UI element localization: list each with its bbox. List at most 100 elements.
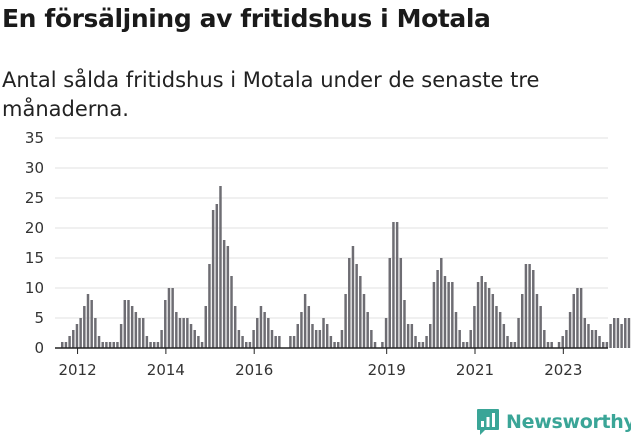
bar bbox=[160, 330, 163, 348]
bar bbox=[620, 324, 623, 348]
bar bbox=[164, 300, 167, 348]
bar bbox=[399, 258, 403, 348]
bar bbox=[351, 246, 355, 348]
bar bbox=[344, 294, 347, 348]
newsworthy-icon bbox=[477, 409, 499, 435]
bar bbox=[204, 306, 207, 348]
bar bbox=[627, 318, 631, 348]
bar bbox=[322, 318, 325, 348]
x-tick-label: 2012 bbox=[58, 361, 96, 379]
bar bbox=[112, 342, 115, 348]
brand-name: Newsworthy bbox=[506, 411, 631, 433]
bar bbox=[314, 330, 318, 348]
bar bbox=[252, 330, 255, 348]
bar bbox=[624, 318, 627, 348]
bar bbox=[296, 324, 299, 348]
x-axis: 2012201420162019202120232025 bbox=[55, 347, 608, 379]
newsworthy-logo: Newsworthy bbox=[476, 408, 631, 436]
bar bbox=[274, 336, 277, 348]
bar bbox=[289, 336, 292, 348]
gridlines bbox=[55, 137, 608, 319]
bar bbox=[440, 258, 443, 348]
bar bbox=[75, 324, 79, 348]
bar bbox=[476, 282, 480, 348]
bar bbox=[259, 306, 263, 348]
bar bbox=[454, 312, 458, 348]
bar bbox=[325, 324, 329, 348]
bar bbox=[579, 288, 583, 348]
bar bbox=[226, 246, 230, 348]
bar bbox=[189, 324, 193, 348]
bar bbox=[318, 330, 322, 348]
bar bbox=[557, 342, 561, 348]
bar bbox=[473, 306, 476, 348]
bar bbox=[267, 318, 270, 348]
bar bbox=[263, 312, 266, 348]
bar bbox=[348, 258, 351, 348]
bar bbox=[465, 342, 469, 348]
bar bbox=[543, 330, 546, 348]
bar bbox=[613, 318, 616, 348]
bar bbox=[215, 204, 219, 348]
bar bbox=[175, 312, 178, 348]
bar bbox=[182, 318, 185, 348]
bar bbox=[303, 294, 307, 348]
bar bbox=[307, 306, 311, 348]
bar bbox=[616, 318, 620, 348]
bar bbox=[583, 318, 587, 348]
bar bbox=[79, 318, 82, 348]
bar bbox=[594, 330, 598, 348]
bar bbox=[211, 210, 215, 348]
bar bbox=[513, 342, 517, 348]
bar bbox=[498, 312, 502, 348]
bar bbox=[370, 330, 373, 348]
y-tick-label: 20 bbox=[25, 219, 44, 237]
bar bbox=[127, 300, 130, 348]
bar bbox=[539, 306, 542, 348]
bar bbox=[561, 336, 564, 348]
y-tick-label: 35 bbox=[25, 129, 44, 147]
bar bbox=[495, 306, 498, 348]
y-tick-label: 30 bbox=[25, 159, 44, 177]
bar bbox=[230, 276, 233, 348]
bar bbox=[417, 342, 421, 348]
bar bbox=[138, 318, 141, 348]
bar bbox=[572, 294, 575, 348]
bar bbox=[292, 336, 296, 348]
y-tick-label: 0 bbox=[34, 339, 44, 357]
y-tick-label: 25 bbox=[25, 189, 44, 207]
bar bbox=[300, 312, 303, 348]
bar bbox=[406, 324, 410, 348]
bar bbox=[237, 330, 241, 348]
bar bbox=[149, 342, 152, 348]
bar bbox=[436, 270, 439, 348]
bar bbox=[61, 342, 64, 348]
bar bbox=[145, 336, 149, 348]
bar bbox=[447, 282, 450, 348]
y-tick-label: 15 bbox=[25, 249, 44, 267]
bar bbox=[403, 300, 406, 348]
bar bbox=[141, 318, 145, 348]
bar bbox=[116, 342, 119, 348]
bar bbox=[381, 342, 384, 348]
bar bbox=[532, 270, 535, 348]
bar bbox=[469, 330, 472, 348]
bar bbox=[197, 336, 200, 348]
bar bbox=[366, 312, 369, 348]
bar bbox=[101, 342, 104, 348]
bar bbox=[119, 324, 123, 348]
bar bbox=[222, 240, 226, 348]
bar bbox=[156, 342, 160, 348]
bar bbox=[524, 264, 528, 348]
bar bbox=[83, 306, 86, 348]
bar bbox=[480, 276, 483, 348]
bar bbox=[130, 306, 134, 348]
chart-subtitle: Antal sålda fritidshus i Motala under de… bbox=[2, 68, 540, 121]
bar bbox=[233, 306, 237, 348]
bar bbox=[329, 336, 333, 348]
bar bbox=[72, 330, 75, 348]
bar bbox=[94, 318, 97, 348]
bar bbox=[245, 342, 248, 348]
bar bbox=[64, 342, 68, 348]
bar bbox=[123, 300, 127, 348]
